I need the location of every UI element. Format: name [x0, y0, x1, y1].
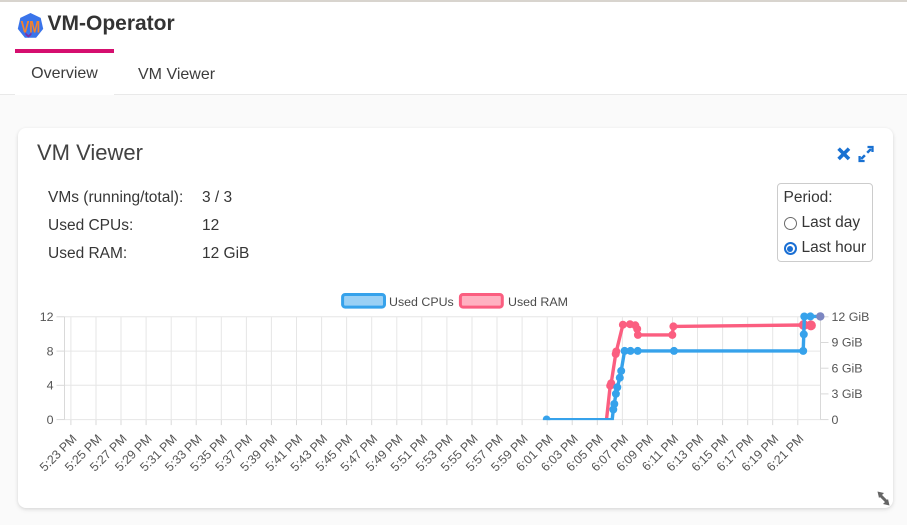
svg-text:9 GiB: 9 GiB [832, 336, 863, 350]
svg-text:3 GiB: 3 GiB [832, 387, 863, 401]
svg-text:Used CPUs: Used CPUs [389, 295, 454, 309]
svg-text:12 GiB: 12 GiB [832, 310, 870, 324]
svg-text:0: 0 [47, 413, 54, 427]
svg-text:4: 4 [47, 379, 54, 393]
svg-text:Used RAM: Used RAM [508, 295, 568, 309]
svg-text:VM: VM [21, 17, 41, 36]
svg-text:0: 0 [832, 413, 839, 427]
svg-text:12: 12 [40, 310, 54, 324]
svg-text:8: 8 [47, 344, 54, 358]
svg-text:6 GiB: 6 GiB [832, 361, 863, 375]
